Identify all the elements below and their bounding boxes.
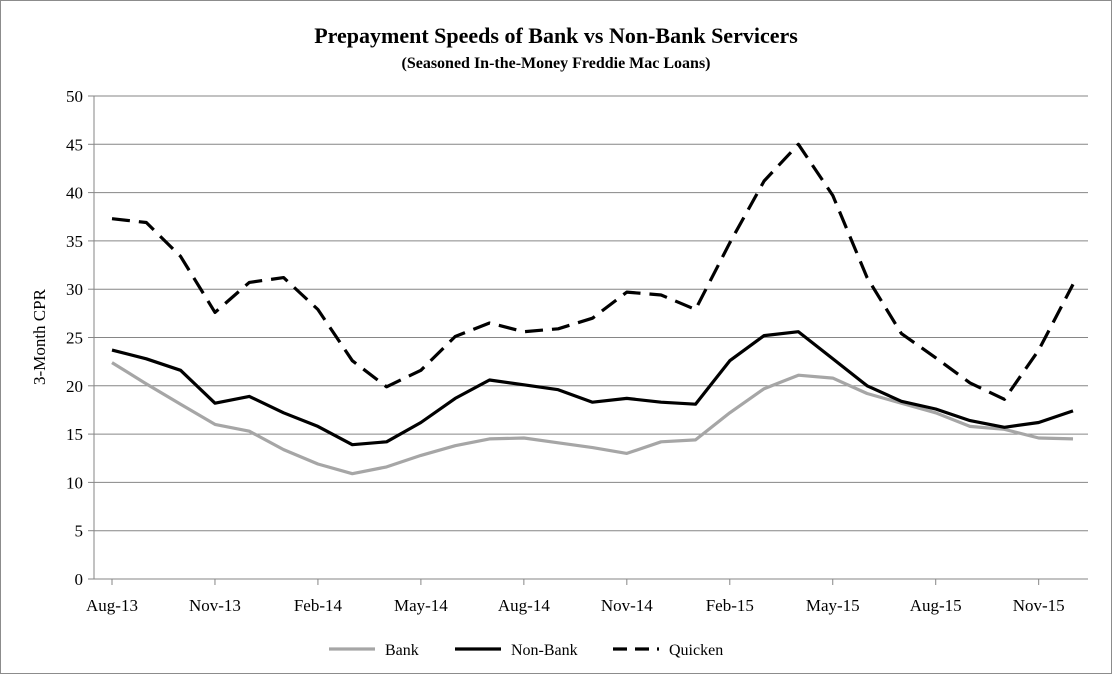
- x-tick-label: Feb-15: [706, 596, 754, 615]
- y-axis-label: 3-Month CPR: [30, 288, 49, 385]
- x-tick-label: Feb-14: [294, 596, 343, 615]
- y-axis-ticks: 0 5 10 15 20 25 30 35 40 45 50: [66, 87, 94, 589]
- x-tick-label: May-14: [394, 596, 448, 615]
- legend: Bank Non-Bank Quicken: [329, 642, 723, 659]
- y-tick-label: 5: [75, 522, 84, 541]
- x-tick-label: Nov-15: [1013, 596, 1065, 615]
- series-line-non-bank: [111, 330, 1074, 447]
- gridlines: [93, 95, 1088, 580]
- y-tick-label: 25: [66, 329, 83, 348]
- x-tick-label: Aug-14: [498, 596, 550, 615]
- y-tick-label: 20: [66, 377, 83, 396]
- chart-subtitle: (Seasoned In-the-Money Freddie Mac Loans…: [401, 55, 710, 72]
- series-line-quicken: [111, 142, 1075, 401]
- legend-label: Bank: [385, 642, 419, 659]
- x-tick-label: May-15: [806, 596, 860, 615]
- legend-label: Non-Bank: [511, 642, 578, 659]
- y-tick-label: 50: [66, 87, 83, 106]
- x-tick-label: Aug-15: [910, 596, 962, 615]
- y-tick-label: 35: [66, 232, 83, 251]
- x-tick-label: Nov-13: [189, 596, 241, 615]
- x-axis-ticks: Aug-13 Nov-13 Feb-14 May-14 Aug-14 Nov-14 Feb-…: [86, 579, 1065, 615]
- y-tick-label: 10: [66, 473, 83, 492]
- y-tick-label: 40: [66, 184, 83, 203]
- y-tick-label: 30: [66, 280, 83, 299]
- x-tick-label: Aug-13: [86, 596, 138, 615]
- legend-label: Quicken: [669, 642, 723, 659]
- series-line-bank: [111, 361, 1074, 476]
- series-lines: [111, 142, 1075, 476]
- chart-title: Prepayment Speeds of Bank vs Non-Bank Se…: [314, 23, 798, 48]
- y-tick-label: 45: [66, 135, 83, 154]
- y-tick-label: 15: [66, 425, 83, 444]
- y-tick-label: 0: [75, 570, 84, 589]
- x-tick-label: Nov-14: [601, 596, 653, 615]
